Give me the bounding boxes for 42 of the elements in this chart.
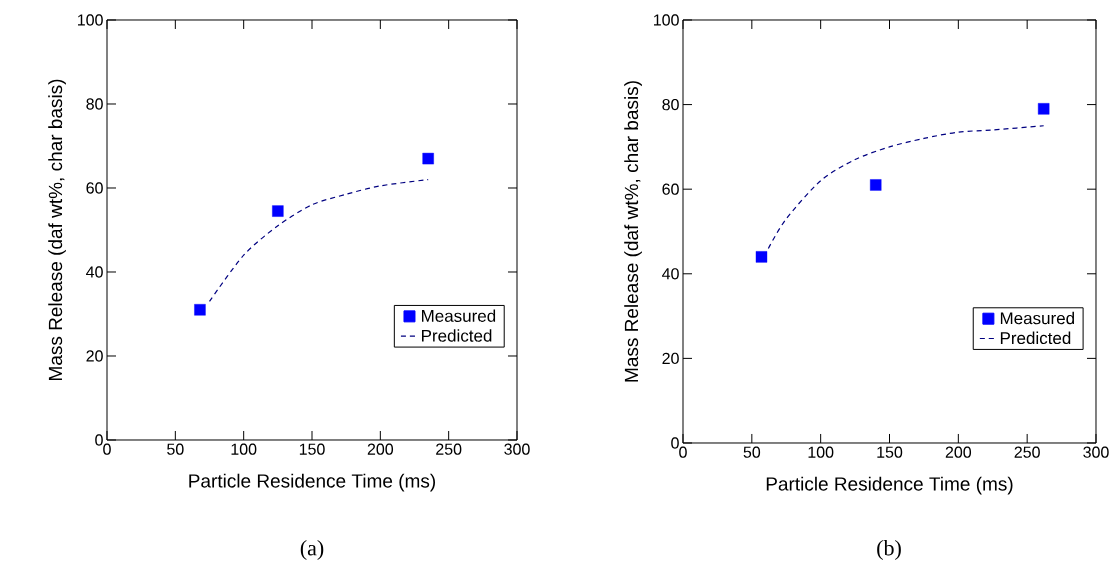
x-axis-title: Particle Residence Time (ms) — [189, 473, 436, 492]
y-tick-label: 20 — [86, 350, 103, 362]
x-tick-label: 200 — [945, 446, 972, 458]
y-tick-label: 80 — [662, 98, 679, 111]
x-tick-label: 100 — [808, 446, 834, 458]
y-tick-label: 60 — [86, 182, 103, 194]
point — [272, 205, 284, 217]
x-tick-label: 50 — [743, 446, 761, 458]
y-tick-label: 100 — [654, 14, 679, 26]
point — [1037, 103, 1050, 115]
x-tick-label: 150 — [299, 443, 325, 455]
y-tick-label: 0 — [95, 434, 103, 446]
x-tick-label: 100 — [231, 443, 257, 455]
y-tick-label: 40 — [662, 268, 679, 280]
y-tick-label: 100 — [78, 14, 103, 26]
point — [422, 152, 434, 165]
text: (b) — [877, 540, 901, 560]
x-tick-label: 150 — [877, 446, 903, 458]
x-tick-label: 200 — [367, 443, 394, 455]
y-tick-label: 80 — [86, 98, 103, 110]
point — [194, 304, 206, 316]
x-axis-title: Particle Residence Time (ms) — [766, 476, 1013, 495]
x-tick-label: 250 — [436, 443, 462, 455]
text: (a) — [300, 540, 324, 560]
point — [755, 251, 768, 263]
legend-label: Measured — [422, 309, 496, 322]
x-tick-label: 0 — [103, 443, 111, 455]
y-axis-title: Mass Release (daf wt%, char basis) — [48, 79, 66, 380]
line-series — [208, 178, 429, 302]
y-tick-label: 20 — [662, 352, 679, 365]
y-axis-title: Mass Release (daf wt%, char basis) — [624, 81, 642, 382]
legend-label: Measured — [1000, 311, 1074, 325]
legend-label: Predicted — [422, 329, 492, 342]
legend-label: Predicted — [1000, 331, 1071, 345]
y-tick-label: 40 — [86, 266, 103, 278]
x-tick-label: 250 — [1014, 446, 1040, 458]
x-tick-label: 300 — [1083, 446, 1109, 458]
x-tick-label: 300 — [504, 443, 530, 455]
x-tick-label: 50 — [167, 443, 184, 455]
y-tick-label: 60 — [662, 183, 679, 195]
x-tick-label: 0 — [679, 446, 687, 458]
point — [870, 179, 882, 191]
